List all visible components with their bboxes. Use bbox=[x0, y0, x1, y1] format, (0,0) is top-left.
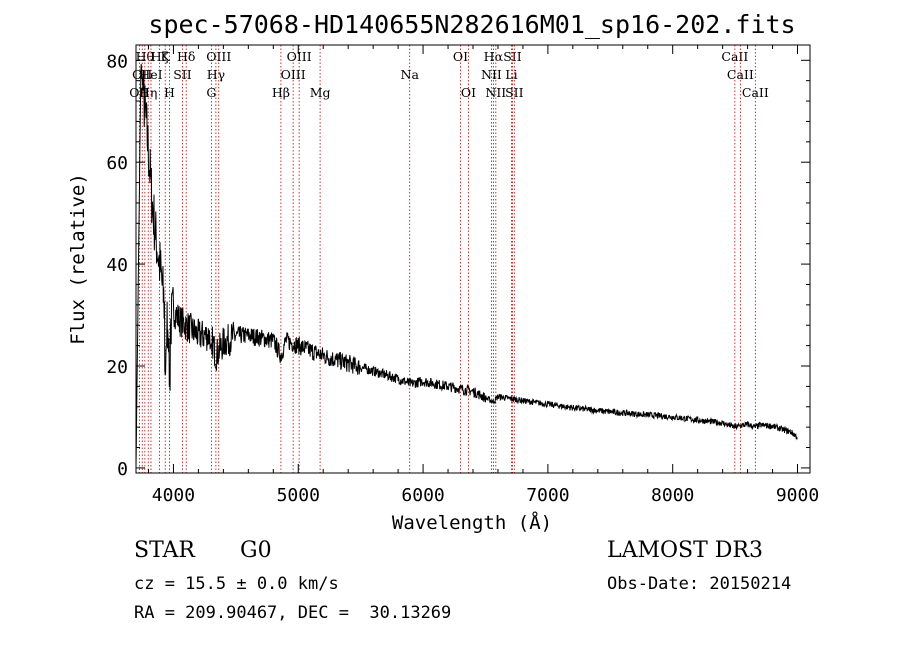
spectrum-line bbox=[135, 63, 798, 468]
line-marker-label: Hβ bbox=[272, 85, 290, 100]
y-tick-label: 80 bbox=[106, 51, 128, 72]
line-marker-label: K bbox=[161, 49, 171, 64]
obs-date: Obs-Date: 20150214 bbox=[607, 574, 792, 594]
line-marker-label: H bbox=[164, 85, 175, 100]
line-marker-label: HeI bbox=[139, 67, 162, 82]
line-marker-label: Hγ bbox=[207, 67, 225, 82]
line-marker-label: OIII bbox=[281, 67, 306, 82]
line-marker-label: SII bbox=[173, 67, 192, 82]
line-marker-label: SII bbox=[503, 49, 522, 64]
chart-title: spec-57068-HD140655N282616M01_sp16-202.f… bbox=[148, 10, 795, 39]
x-tick-label: 6000 bbox=[401, 485, 444, 506]
line-marker-label: CaII bbox=[721, 49, 748, 64]
line-marker-label: Hα bbox=[484, 49, 504, 64]
line-marker-label: OIII bbox=[206, 49, 231, 64]
x-tick-label: 5000 bbox=[277, 485, 320, 506]
x-tick-label: 7000 bbox=[526, 485, 569, 506]
line-marker-label: OI bbox=[461, 85, 476, 100]
x-tick-label: 9000 bbox=[776, 485, 819, 506]
redshift-cz: cz = 15.5 ± 0.0 km/s bbox=[134, 574, 339, 594]
line-marker-label: OIII bbox=[287, 49, 312, 64]
line-markers: OIIOIIHθHηHeIHζKHSIIHδGHγOIIIHβOIIIOIIIM… bbox=[129, 45, 769, 473]
line-marker-label: NII bbox=[481, 67, 502, 82]
line-marker-label: OI bbox=[453, 49, 468, 64]
y-tick-label: 20 bbox=[106, 357, 128, 378]
y-axis-label: Flux (relative) bbox=[67, 173, 89, 345]
line-marker-label: Li bbox=[505, 67, 517, 82]
line-marker-label: G bbox=[206, 85, 216, 100]
object-class: STAR bbox=[134, 538, 195, 563]
line-marker-label: CaII bbox=[727, 67, 754, 82]
line-marker-label: Hη bbox=[139, 85, 157, 100]
x-axis-label: Wavelength (Å) bbox=[392, 511, 552, 534]
line-marker-label: Hζ bbox=[151, 49, 169, 64]
line-marker-label: SII bbox=[505, 85, 524, 100]
x-tick-label: 8000 bbox=[651, 485, 694, 506]
line-marker-label: CaII bbox=[742, 85, 769, 100]
y-tick-label: 60 bbox=[106, 153, 128, 174]
spectral-subclass: G0 bbox=[240, 538, 272, 563]
y-tick-label: 40 bbox=[106, 255, 128, 276]
plot-frame bbox=[135, 44, 811, 474]
survey-name: LAMOST DR3 bbox=[607, 538, 763, 563]
line-marker-label: Na bbox=[401, 67, 420, 82]
line-marker-label: NII bbox=[485, 85, 506, 100]
coordinates: RA = 209.90467, DEC = 30.13269 bbox=[134, 603, 452, 623]
line-marker-label: Mg bbox=[310, 85, 331, 100]
x-tick-label: 4000 bbox=[152, 485, 195, 506]
axis-ticks: 4000 5000 6000 7000 8000 9000 0 20 40 60 80 bbox=[106, 45, 819, 506]
y-tick-label: 0 bbox=[117, 459, 128, 480]
line-marker-label: Hδ bbox=[177, 49, 195, 64]
